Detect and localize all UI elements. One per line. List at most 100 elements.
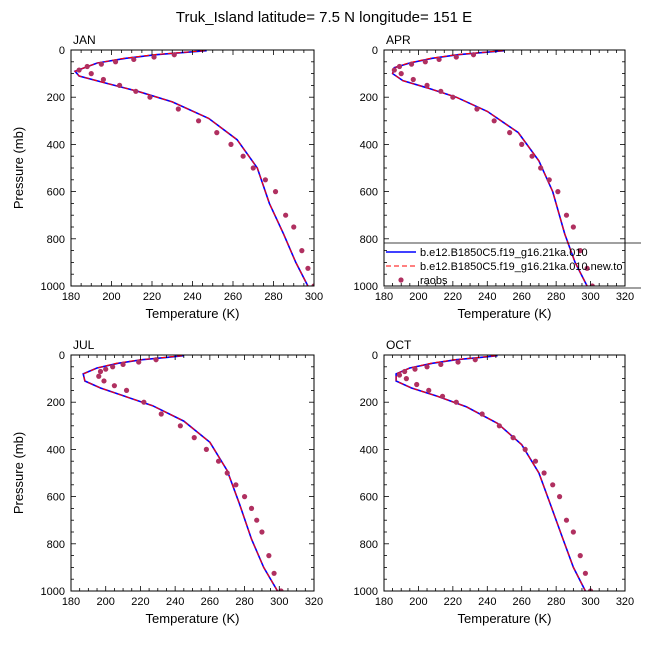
raobs-point [422, 59, 428, 65]
x-axis-label: Temperature (K) [146, 306, 240, 321]
raobs-point [519, 141, 525, 147]
raobs-point [532, 458, 539, 464]
x-tick-label: 220 [444, 291, 462, 303]
y-axis-label: Pressure (mb) [11, 432, 26, 514]
raobs-point [100, 76, 106, 83]
y-tick-label: 1000 [354, 281, 378, 293]
x-tick-label: 180 [62, 291, 80, 303]
y-axis-label: Pressure (mb) [11, 127, 26, 209]
raobs-point [510, 435, 516, 441]
x-tick-label: 240 [183, 291, 201, 303]
x-tick-label: 260 [224, 291, 242, 303]
x-tick-label: 220 [131, 596, 149, 608]
raobs-point [136, 359, 142, 365]
raobs-point [233, 482, 239, 488]
raobs-point [563, 517, 570, 523]
raobs-point [158, 411, 164, 417]
x-tick-label: 200 [409, 291, 427, 303]
raobs-point [496, 423, 502, 429]
raobs-point [240, 153, 246, 159]
raobs-point [153, 357, 159, 363]
raobs-point [522, 446, 528, 452]
series-raobs [396, 357, 594, 591]
raobs-point [555, 189, 561, 195]
raobs-point [546, 177, 552, 183]
x-tick-label: 200 [97, 596, 115, 608]
raobs-point [472, 357, 478, 363]
raobs-point [195, 118, 202, 124]
raobs-point [110, 364, 116, 370]
raobs-point [271, 570, 277, 576]
y-tick-label: 0 [59, 45, 65, 57]
x-tick-label: 260 [201, 596, 219, 608]
raobs-point [436, 56, 442, 63]
raobs-point [250, 165, 256, 171]
raobs-point [151, 54, 157, 60]
x-tick-label: 280 [547, 291, 565, 303]
raobs-point [266, 553, 272, 559]
raobs-point [556, 494, 563, 500]
raobs-point [563, 212, 570, 218]
x-tick-label: 280 [264, 291, 282, 303]
y-tick-label: 200 [360, 397, 378, 409]
plot-frame [70, 49, 315, 287]
raobs-point [408, 61, 415, 67]
raobs-point [577, 248, 583, 254]
y-tick-label: 800 [47, 234, 65, 246]
raobs-point [283, 212, 289, 218]
series-line-model-new [82, 355, 278, 591]
raobs-point [403, 376, 409, 382]
x-tick-label: 260 [513, 596, 531, 608]
raobs-point [438, 88, 444, 94]
x-tick-label: 260 [513, 291, 531, 303]
raobs-point [438, 361, 444, 368]
raobs-point [259, 529, 265, 535]
raobs-point [550, 482, 556, 488]
raobs-point [76, 67, 82, 73]
raobs-point [541, 470, 547, 476]
x-tick-label: 180 [375, 596, 393, 608]
x-tick-label: 220 [143, 291, 161, 303]
y-tick-label: 800 [47, 539, 65, 551]
raobs-point [254, 517, 260, 523]
raobs-point [311, 283, 314, 286]
raobs-point [538, 165, 544, 171]
raobs-point [396, 63, 403, 70]
y-tick-label: 0 [372, 45, 378, 57]
x-tick-label: 180 [62, 596, 80, 608]
raobs-point [262, 177, 268, 183]
raobs-point [123, 387, 130, 393]
x-axis-label: Temperature (K) [458, 611, 552, 626]
panel-label: APR [386, 33, 411, 47]
raobs-point [396, 372, 403, 378]
raobs-point [248, 505, 255, 511]
x-tick-label: 240 [166, 596, 184, 608]
raobs-point [272, 189, 279, 195]
raobs-point [577, 553, 583, 559]
x-tick-label: 240 [478, 291, 496, 303]
x-tick-label: 300 [305, 291, 323, 303]
raobs-point [507, 130, 513, 136]
y-tick-label: 1000 [354, 586, 378, 598]
x-tick-label: 320 [305, 596, 323, 608]
y-tick-label: 200 [47, 92, 65, 104]
raobs-point [191, 435, 197, 441]
raobs-point [529, 153, 535, 159]
y-tick-label: 1000 [41, 281, 65, 293]
legend-marker-dot [398, 277, 404, 283]
x-tick-label: 180 [375, 291, 393, 303]
y-tick-label: 800 [360, 539, 378, 551]
raobs-point [84, 63, 90, 70]
legend: b.e12.B1850C5.f19_g16.21ka.010 b.e12.B185… [384, 242, 641, 289]
series-line-model [73, 50, 309, 286]
panel-jul: 180 200 220 240 260 280 300 320 0 200 400 600 800 100… [11, 338, 323, 626]
x-tick-label: 300 [581, 291, 599, 303]
x-tick-label: 200 [409, 596, 427, 608]
raobs-point [117, 82, 123, 88]
y-tick-label: 600 [47, 492, 65, 504]
raobs-point [412, 366, 418, 372]
legend-label: b.e12.B1850C5.f19_g16.21ka.010.new.to [420, 261, 622, 273]
raobs-point [582, 570, 589, 576]
y-tick-label: 200 [47, 397, 65, 409]
raobs-point [131, 56, 137, 63]
